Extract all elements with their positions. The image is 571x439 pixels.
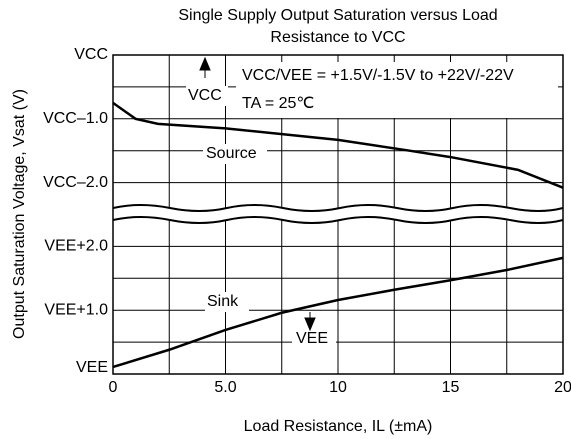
x-tick-label: 5.0 [214, 379, 236, 396]
y-tick-label: VEE+2.0 [44, 238, 108, 255]
annotation: TA = 25℃ [242, 95, 314, 112]
annotation: VCC/VEE = +1.5V/-1.5V to +22V/-22V [242, 67, 514, 84]
y-tick-label: VCC–1.0 [43, 110, 108, 127]
axis-break [112, 204, 564, 224]
y-tick-label: VEE [76, 359, 108, 376]
label-bg [205, 292, 249, 312]
annotation: Sink [207, 293, 239, 310]
annotation: VCC [188, 87, 222, 104]
line [112, 101, 564, 189]
line [112, 256, 564, 369]
annotation: VEE [296, 330, 328, 347]
plot-frame [112, 54, 564, 375]
x-tick-label: 10 [329, 379, 347, 396]
chart-title: Resistance to VCC [270, 29, 405, 46]
chart-title: Single Supply Output Saturation versus L… [178, 7, 497, 24]
label-bg [292, 329, 336, 349]
arrow [304, 312, 316, 332]
annotation: Source [206, 145, 257, 162]
label-bg [203, 144, 267, 164]
lines [112, 101, 564, 369]
y-tick-label: VEE+1.0 [44, 301, 108, 318]
label-bg [186, 86, 228, 106]
y-tick-label: VCC–2.0 [43, 174, 108, 191]
x-axis-label: Load Resistance, IL (±mA) [244, 418, 433, 435]
x-tick-label: 0 [109, 379, 118, 396]
arrow [199, 56, 211, 78]
annotation-box [236, 62, 558, 118]
x-tick-label: 20 [554, 379, 571, 396]
x-tick-label: 15 [442, 379, 460, 396]
y-axis-label: Output Saturation Voltage, Vsat (V) [11, 89, 28, 339]
y-tick-label: VCC [74, 46, 108, 63]
